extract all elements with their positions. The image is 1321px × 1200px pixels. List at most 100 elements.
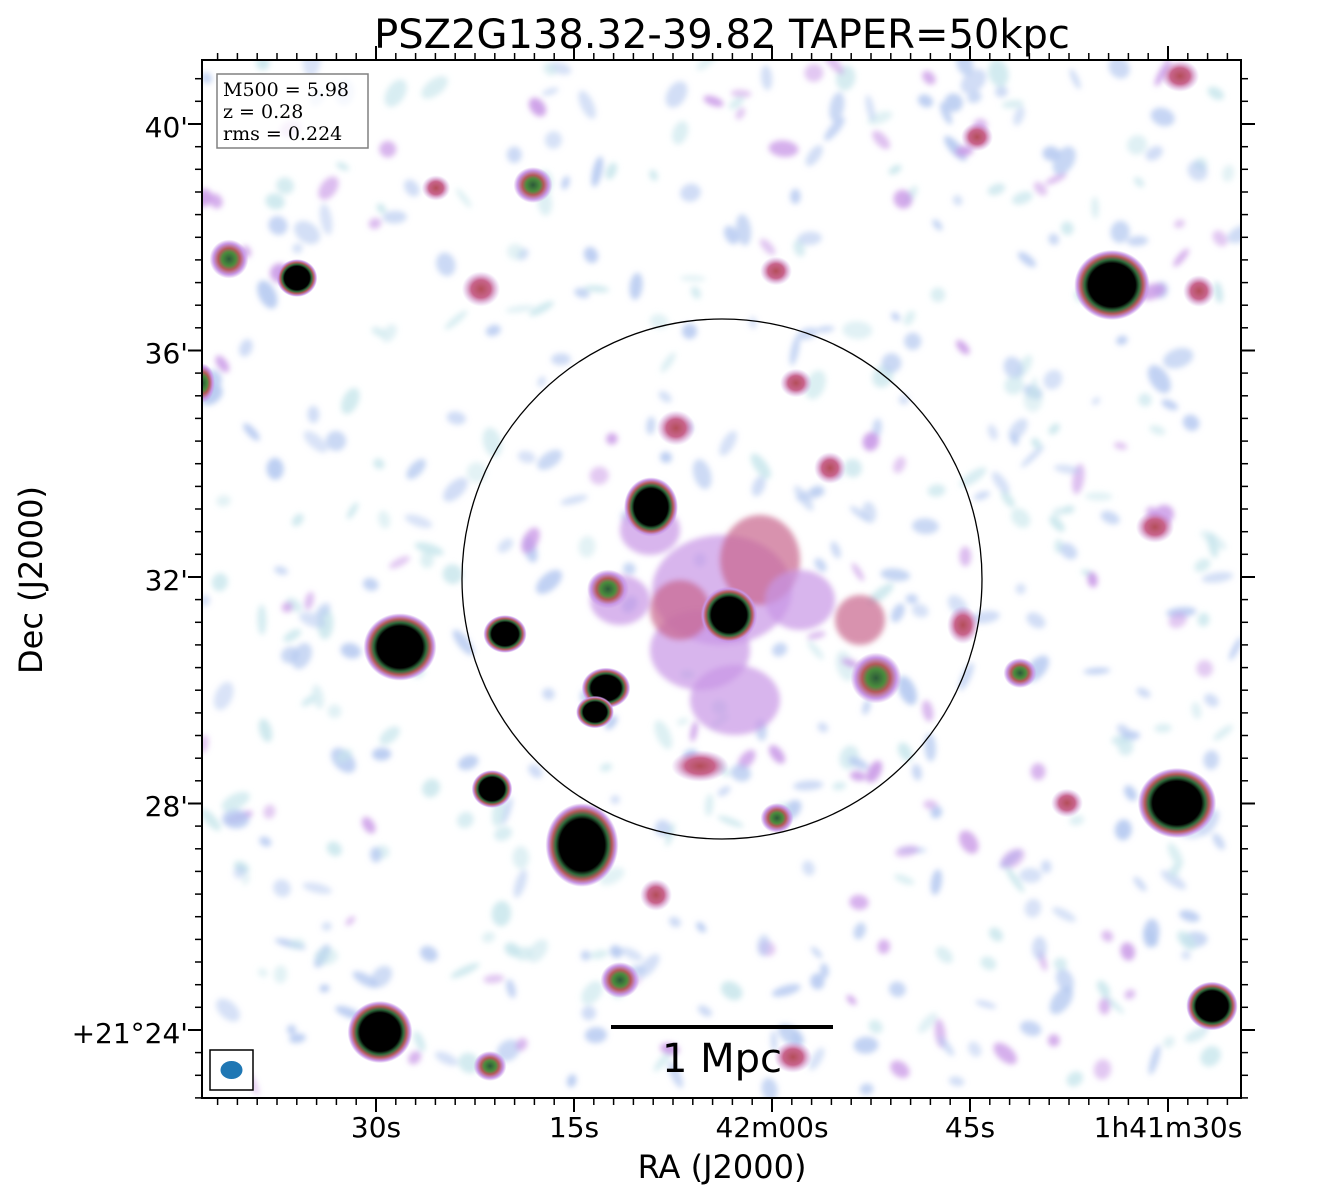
noise-blob [802, 860, 815, 876]
noise-blob [1048, 423, 1060, 435]
y-tick-label: 36' [145, 337, 188, 370]
faint-source [1135, 511, 1175, 543]
noise-blob [377, 510, 391, 529]
noise-blob [676, 717, 689, 726]
noise-blob [1053, 957, 1068, 971]
noise-blob [759, 238, 776, 256]
faint-source [947, 605, 979, 645]
noise-blob [213, 681, 234, 711]
noise-blob [967, 1041, 982, 1057]
noise-blob [289, 1033, 306, 1044]
diffuse-blob [650, 580, 710, 640]
noise-blob [299, 612, 326, 628]
noise-blob [379, 140, 397, 158]
noise-blob [542, 687, 555, 701]
noise-blob [665, 822, 675, 847]
noise-blob [452, 629, 474, 656]
noise-blob [1200, 530, 1227, 550]
noise-blob [281, 602, 293, 613]
noise-blob [680, 275, 706, 282]
noise-blob [760, 65, 773, 91]
noise-blob [434, 1051, 458, 1066]
noise-blob [973, 490, 990, 501]
noise-blob [830, 541, 841, 559]
noise-blob [315, 602, 331, 618]
noise-blob [912, 518, 939, 535]
noise-blob [1167, 842, 1184, 867]
noise-blob [494, 826, 512, 841]
noise-blob [1000, 848, 1025, 869]
noise-blob [748, 316, 758, 329]
noise-blob [1163, 347, 1194, 369]
medium-source [513, 167, 553, 203]
bright-source [1137, 767, 1217, 839]
noise-blob [897, 742, 913, 762]
noise-blob [327, 704, 342, 719]
faint-source [814, 452, 846, 484]
noise-blob [529, 301, 554, 317]
noise-blob [629, 272, 643, 300]
noise-blob [302, 882, 332, 895]
noise-blob [649, 169, 658, 182]
noise-blob [319, 984, 330, 993]
noise-blob [294, 220, 321, 245]
noise-blob [202, 188, 212, 207]
noise-blob [646, 416, 656, 435]
faint-source [671, 750, 729, 782]
noise-blob [815, 325, 835, 333]
noise-blob [750, 453, 771, 479]
bright-source [576, 695, 614, 729]
noise-blob [442, 564, 463, 585]
noise-blob [413, 1031, 426, 1052]
noise-blob [311, 684, 324, 709]
noise-blob [1229, 637, 1241, 661]
noise-blob [807, 640, 824, 660]
noise-blob [994, 86, 1008, 98]
noise-blob [1084, 492, 1113, 501]
noise-blob [770, 1030, 778, 1052]
noise-blob [259, 836, 272, 847]
noise-blob [506, 146, 522, 164]
noise-blob [566, 1074, 577, 1088]
noise-blob [1052, 507, 1066, 517]
noise-blob [1114, 819, 1132, 841]
noise-blob [537, 449, 563, 470]
noise-blob [993, 1042, 1017, 1065]
noise-blob [222, 809, 250, 829]
noise-blob [797, 231, 822, 246]
noise-blob [846, 995, 857, 1005]
scale-bar: 1 Mpc [611, 1025, 833, 1082]
x-tick-label: 1h41m30s [1094, 1111, 1243, 1144]
noise-blob [893, 456, 906, 474]
noise-blob [466, 462, 487, 483]
beam-indicator [209, 1049, 254, 1091]
noise-blob [897, 675, 917, 706]
noise-blob [1000, 490, 1015, 508]
noise-blob [291, 513, 304, 527]
noise-blob [1053, 464, 1081, 474]
diffuse-blob [835, 595, 885, 645]
noise-blob [768, 745, 786, 764]
noise-blob [371, 326, 386, 338]
noise-blob [291, 642, 312, 670]
noise-blob [807, 631, 826, 640]
noise-blob [924, 733, 937, 762]
noise-blob [1133, 876, 1147, 892]
noise-blob [257, 968, 268, 978]
noise-blob [404, 514, 433, 529]
noise-blob [458, 754, 479, 771]
noise-blob [265, 193, 285, 210]
noise-blob [893, 189, 913, 209]
noise-blob [1011, 191, 1033, 205]
noise-blob [302, 60, 321, 77]
noise-blob [578, 90, 596, 119]
x-axis-label: RA (J2000) [638, 1148, 807, 1186]
noise-blob [420, 551, 434, 569]
noise-blob [1204, 693, 1219, 707]
noise-blob [865, 94, 875, 122]
faint-source [461, 271, 501, 307]
info-mass: M500 = 5.98 [223, 79, 349, 101]
noise-blob [730, 764, 751, 782]
noise-blob [904, 332, 922, 350]
noise-blob [987, 424, 998, 441]
